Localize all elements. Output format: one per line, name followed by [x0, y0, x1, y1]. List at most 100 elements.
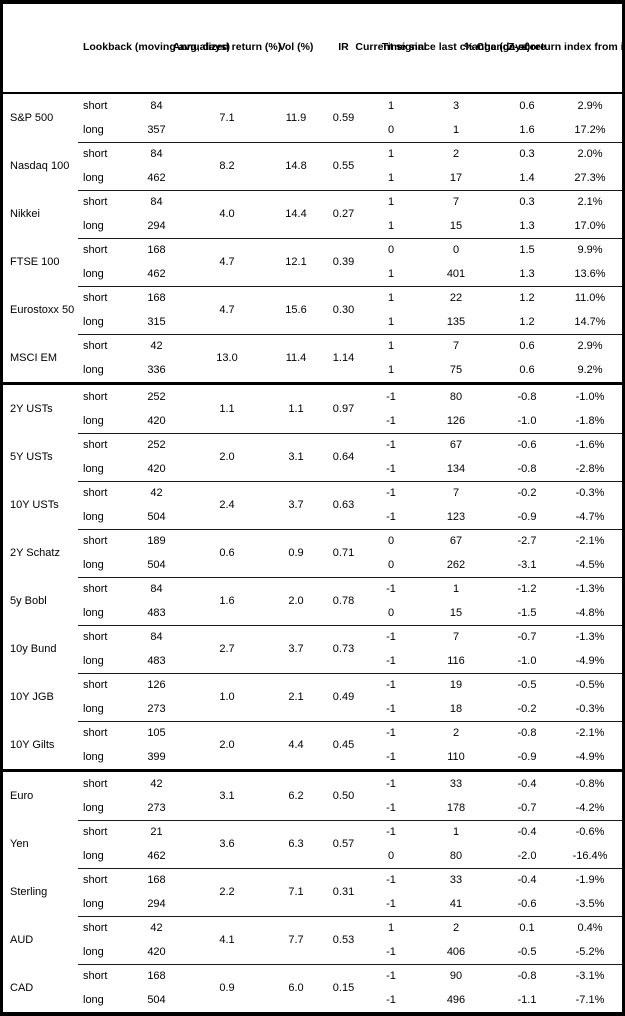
signal-short-value: -1	[386, 487, 396, 499]
lookback-long-value: 504	[147, 559, 166, 571]
section-equities: S&P 500 short long 84 357 7.1 11.9 0.59 …	[3, 94, 622, 382]
lookback-short-value: 84	[150, 148, 163, 160]
z-score-long-value: -1.0	[517, 415, 537, 427]
ir-value: 0.97	[332, 403, 355, 415]
time-since-long-value: 116	[447, 655, 465, 667]
asset-name: 10Y USTs	[10, 499, 59, 511]
lookback-long-value: 420	[147, 463, 166, 475]
time-since-long-value: 17	[449, 172, 463, 184]
asset-group: MSCI EM short long 42 336 13.0 11.4 1.14…	[3, 334, 622, 382]
signal-long-value: 1	[387, 220, 395, 232]
z-score-short-value: 1.2	[519, 292, 535, 304]
z-score-short-value: -0.8	[517, 727, 537, 739]
vol-value: 1.1	[288, 403, 304, 415]
vol-value: 15.6	[285, 304, 307, 316]
signal-long-value: 1	[387, 268, 395, 280]
ir-value: 0.31	[332, 886, 355, 898]
pct-change-long-value: 27.3%	[574, 172, 606, 184]
time-since-long-value: 80	[449, 850, 463, 862]
time-since-long-value: 123	[446, 511, 466, 523]
col-header-z-score: Z-score	[508, 41, 546, 54]
lookback-long-value: 399	[147, 751, 166, 763]
z-score-long-value: -0.7	[517, 802, 537, 814]
signal-long-value: -1	[386, 511, 396, 523]
lookback-short-value: 42	[150, 487, 163, 499]
lookback-long-value: 273	[147, 802, 166, 814]
row-label-short: short	[83, 487, 108, 499]
signal-long-value: -1	[386, 463, 396, 475]
time-since-short-value: 1	[452, 826, 460, 838]
lookback-short-value: 84	[150, 631, 163, 643]
section-currencies: Euro short long 42 273 3.1 6.2 0.50 -1 -…	[3, 769, 622, 1012]
vol-value: 0.9	[288, 547, 304, 559]
row-label-long: long	[83, 220, 104, 232]
vol-value: 12.1	[285, 256, 307, 268]
z-score-long-value: -3.1	[517, 559, 537, 571]
asset-name: 5Y USTs	[10, 451, 53, 463]
time-since-short-value: 1	[452, 583, 460, 595]
annualized-return-value: 4.1	[219, 934, 235, 946]
time-since-short-value: 7	[452, 340, 460, 352]
vol-value: 6.2	[288, 790, 304, 802]
vol-value: 7.1	[288, 886, 304, 898]
time-since-short-value: 3	[452, 100, 460, 112]
lookback-short-value: 252	[147, 391, 166, 403]
signal-long-value: -1	[386, 655, 396, 667]
time-since-short-value: 2	[452, 922, 460, 934]
signal-long-value: 1	[387, 316, 395, 328]
asset-group: Nasdaq 100 short long 84 462 8.2 14.8 0.…	[3, 142, 622, 190]
asset-group: Euro short long 42 273 3.1 6.2 0.50 -1 -…	[3, 772, 622, 820]
row-label-short: short	[83, 100, 108, 112]
row-label-short: short	[83, 826, 108, 838]
asset-name: 10Y Gilts	[10, 739, 55, 751]
ir-value: 0.59	[332, 112, 355, 124]
row-label-short: short	[83, 631, 108, 643]
time-since-long-value: 401	[446, 268, 466, 280]
asset-group: 10Y JGB short long 126 273 1.0 2.1 0.49 …	[3, 673, 622, 721]
ir-value: 0.30	[332, 304, 355, 316]
z-score-short-value: -1.2	[517, 583, 537, 595]
z-score-short-value: -2.7	[517, 535, 537, 547]
time-since-short-value: 7	[452, 487, 460, 499]
pct-change-short-value: -1.9%	[575, 874, 605, 886]
vol-value: 14.4	[285, 208, 307, 220]
row-label-short: short	[83, 292, 108, 304]
lookback-long-value: 504	[147, 511, 166, 523]
time-since-long-value: 406	[446, 946, 466, 958]
annualized-return-value: 0.6	[219, 547, 235, 559]
row-label-short: short	[83, 727, 108, 739]
pct-change-long-value: -4.9%	[575, 751, 605, 763]
time-since-short-value: 33	[449, 778, 463, 790]
row-label-long: long	[83, 607, 104, 619]
pct-change-short-value: -1.3%	[575, 583, 605, 595]
lookback-short-value: 168	[147, 244, 166, 256]
lookback-long-value: 420	[147, 946, 166, 958]
asset-group: AUD short long 42 420 4.1 7.7 0.53 1 -1 …	[3, 916, 622, 964]
signal-long-value: -1	[386, 703, 396, 715]
asset-group: 2Y USTs short long 252 420 1.1 1.1 0.97 …	[3, 385, 622, 433]
pct-change-long-value: -3.5%	[575, 898, 605, 910]
annualized-return-value: 4.0	[219, 208, 235, 220]
time-since-short-value: 90	[449, 970, 463, 982]
row-label-short: short	[83, 439, 108, 451]
asset-group: 2Y Schatz short long 189 504 0.6 0.9 0.7…	[3, 529, 622, 577]
row-label-long: long	[83, 559, 104, 571]
row-label-short: short	[83, 874, 108, 886]
pct-change-short-value: -0.5%	[575, 679, 605, 691]
lookback-short-value: 189	[147, 535, 166, 547]
row-label-long: long	[83, 511, 104, 523]
lookback-long-value: 462	[147, 850, 166, 862]
z-score-short-value: 1.5	[519, 244, 535, 256]
pct-change-long-value: -4.2%	[575, 802, 605, 814]
pct-change-long-value: -1.8%	[575, 415, 605, 427]
time-since-long-value: 110	[447, 751, 465, 763]
lookback-long-value: 483	[147, 655, 166, 667]
annualized-return-value: 2.4	[219, 499, 235, 511]
lookback-short-value: 42	[150, 778, 163, 790]
asset-name: 5y Bobl	[10, 595, 47, 607]
pct-change-short-value: -3.1%	[575, 970, 605, 982]
signal-short-value: -1	[386, 631, 396, 643]
z-score-long-value: -0.2	[517, 703, 537, 715]
col-header-time-since: Time since last change (days)	[381, 41, 531, 54]
